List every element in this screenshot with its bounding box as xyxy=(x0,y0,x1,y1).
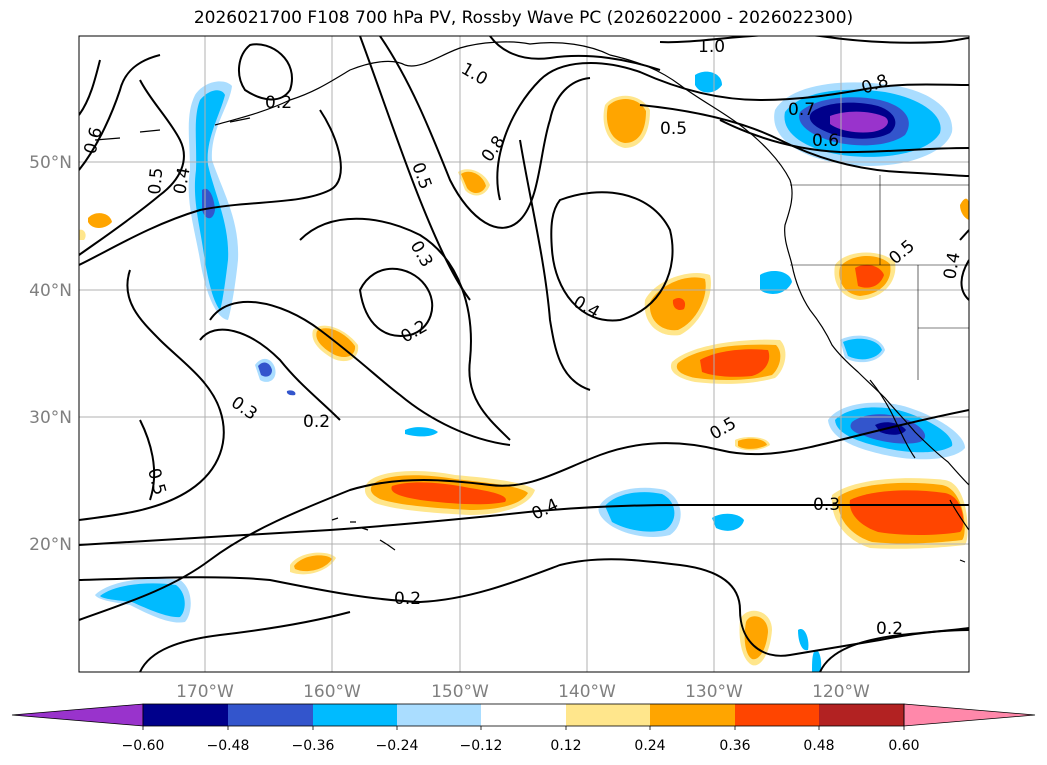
colorbar-segment xyxy=(650,704,735,726)
colorbar-segment xyxy=(481,704,566,726)
mexico-coast xyxy=(949,499,969,563)
contour-label: 0.3 xyxy=(227,393,261,425)
colorbar: −0.60 −0.48 −0.36 −0.24 −0.12 0.12 0.24 … xyxy=(11,703,1036,754)
contour-label: 0.5 xyxy=(407,160,435,192)
alaska-coast xyxy=(214,41,793,266)
contour-label: 0.5 xyxy=(143,466,169,497)
lon-label-140w: 140°W xyxy=(558,682,616,702)
contour-label: 0.6 xyxy=(812,131,839,151)
colorbar-tick-label: 0.12 xyxy=(550,738,581,754)
lon-label-120w: 120°W xyxy=(812,682,870,702)
west-coast-us xyxy=(791,264,969,486)
coastlines xyxy=(94,41,969,563)
contour-label: 1.0 xyxy=(458,59,491,90)
colorbar-segment xyxy=(143,704,228,726)
colorbar-segment xyxy=(228,704,313,726)
contour-label: 0.5 xyxy=(145,167,167,196)
contour-label: 1.0 xyxy=(698,37,725,57)
lat-label-20n: 20°N xyxy=(29,535,72,555)
contour-label: 0.6 xyxy=(81,125,107,156)
contour-label: 0.2 xyxy=(303,412,330,432)
colorbar-min-extend xyxy=(11,703,144,727)
colorbar-tick-label: 0.60 xyxy=(888,738,919,754)
colorbar-segment xyxy=(566,704,650,726)
colorbar-tick-label: 0.24 xyxy=(634,738,665,754)
lon-label-150w: 150°W xyxy=(431,682,489,702)
contour-label: 0.5 xyxy=(660,119,687,139)
colorbar-tick-label: 0.48 xyxy=(803,738,834,754)
baja xyxy=(869,379,916,459)
contour-label: 0.2 xyxy=(398,316,431,347)
plot-frame xyxy=(78,35,970,673)
colorbar-segment xyxy=(735,704,819,726)
colorbar-max-extend xyxy=(903,703,1036,727)
colorbar-tick-label: −0.36 xyxy=(292,738,335,754)
colorbar-tick-label: −0.24 xyxy=(376,738,419,754)
lon-label-160w: 160°W xyxy=(303,682,361,702)
pv-contours xyxy=(79,36,969,672)
islands-hawaii xyxy=(331,517,396,551)
contour-label: 0.4 xyxy=(940,251,964,281)
contour-label: 0.2 xyxy=(265,93,292,113)
colorbar-segment xyxy=(819,704,904,726)
colorbar-tick-label: −0.12 xyxy=(460,738,503,754)
lat-label-40n: 40°N xyxy=(29,281,72,301)
lon-label-170w: 170°W xyxy=(176,682,234,702)
lon-label-130w: 130°W xyxy=(685,682,743,702)
latitude-labels: 50°N 40°N 30°N 20°N xyxy=(29,153,72,555)
longitude-labels: 170°W 160°W 150°W 140°W 130°W 120°W xyxy=(176,682,870,702)
map-title: 2026021700 F108 700 hPa PV, Rossby Wave … xyxy=(193,8,854,28)
contour-label: 0.4 xyxy=(170,166,194,196)
colorbar-tick-label: −0.48 xyxy=(207,738,250,754)
anomaly-fills xyxy=(79,71,969,672)
colorbar-segment xyxy=(397,704,481,726)
state-borders xyxy=(790,175,969,380)
contour-label: 0.2 xyxy=(876,619,903,639)
colorbar-tick-label: 0.36 xyxy=(719,738,750,754)
contour-label: 0.7 xyxy=(788,100,815,120)
lat-label-50n: 50°N xyxy=(29,153,72,173)
contour-label: 0.4 xyxy=(529,495,562,525)
contour-label: 0.5 xyxy=(707,413,740,444)
contour-label: 0.2 xyxy=(394,589,421,609)
colorbar-tick-label: −0.60 xyxy=(122,738,165,754)
colorbar-segment xyxy=(313,704,397,726)
lat-label-30n: 30°N xyxy=(29,408,72,428)
colorbar-frame xyxy=(142,703,905,727)
contour-label: 0.3 xyxy=(813,495,840,515)
